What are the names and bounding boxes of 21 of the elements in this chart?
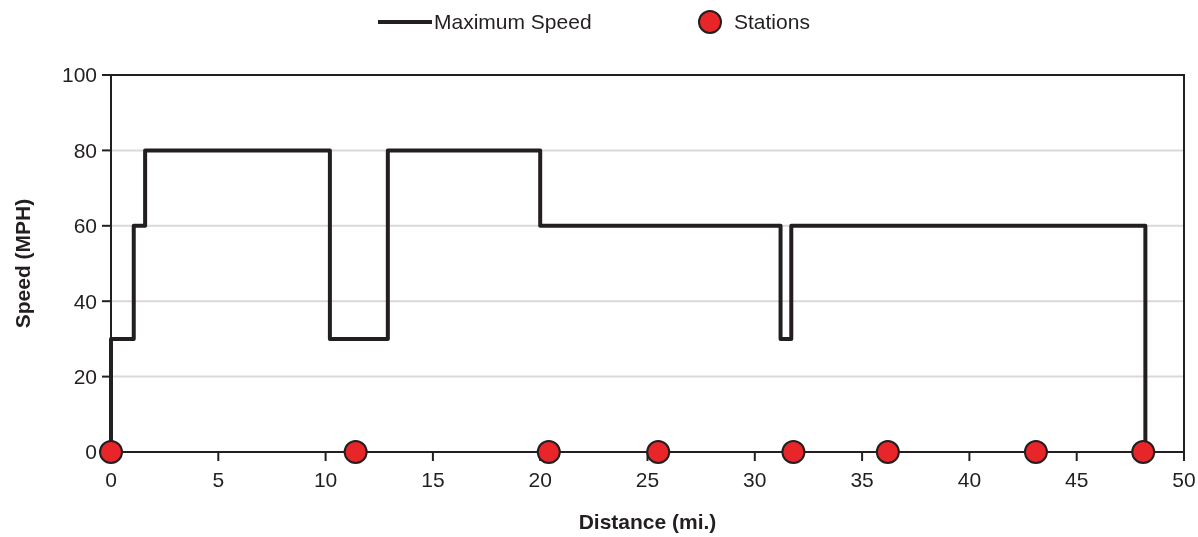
x-tick-label: 45 [1065, 468, 1089, 491]
legend-label: Stations [734, 10, 810, 34]
y-tick-label: 0 [85, 440, 97, 464]
y-tick-label: 20 [73, 364, 97, 388]
legend-label: Maximum Speed [434, 10, 592, 34]
x-tick-label: 40 [957, 468, 982, 491]
y-tick-label: 60 [73, 214, 97, 238]
x-tick-label: 15 [421, 468, 445, 491]
y-tick-label: 40 [73, 289, 97, 313]
y-tick-label: 100 [61, 63, 97, 87]
x-tick-label: 0 [105, 468, 117, 491]
y-tick-label: 80 [73, 138, 97, 162]
x-tick-label: 35 [850, 468, 874, 491]
x-tick-label: 20 [528, 468, 552, 491]
x-tick-label: 10 [313, 468, 338, 491]
x-tick-label: 25 [635, 468, 660, 491]
x-tick-label: 5 [212, 468, 225, 491]
x-tick-label: 30 [743, 468, 767, 491]
x-axis-title: Distance (mi.) [578, 510, 717, 533]
x-tick-label: 50 [1172, 468, 1196, 491]
y-axis-title: Speed (MPH) [11, 198, 34, 329]
